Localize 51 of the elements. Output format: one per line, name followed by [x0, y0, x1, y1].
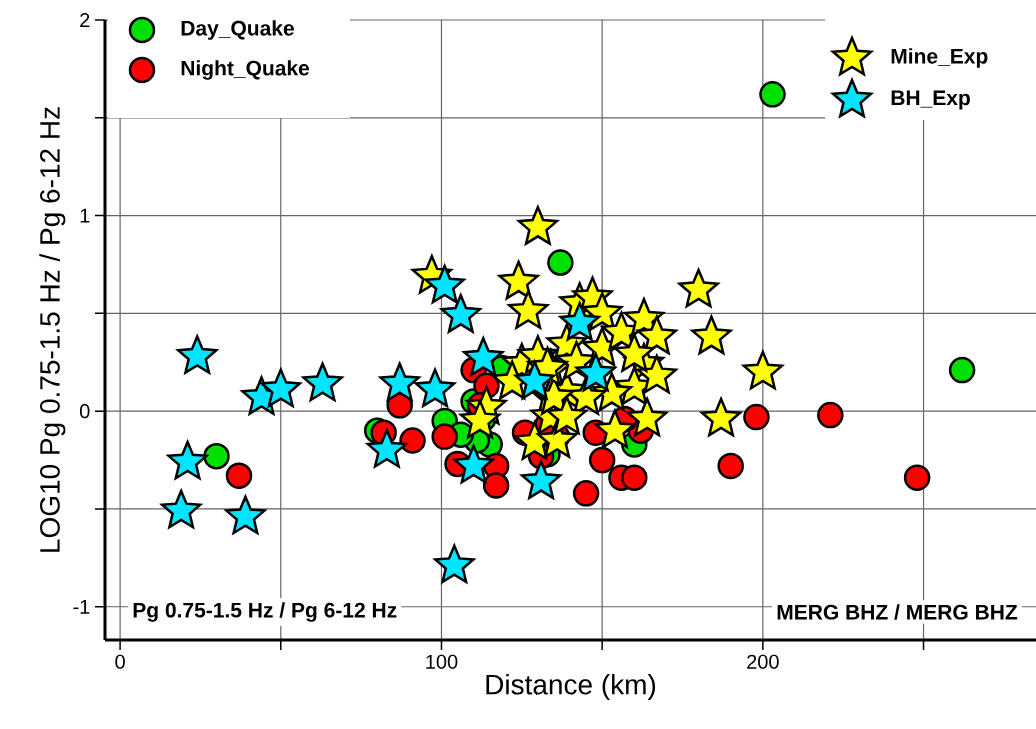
point: [559, 301, 600, 341]
point: [948, 356, 976, 384]
point: [462, 337, 504, 376]
y-tick-label: -1: [73, 599, 90, 614]
point: [399, 427, 426, 454]
point: [903, 464, 931, 491]
point: [225, 462, 253, 489]
legend-label: Night_Quake: [181, 60, 310, 80]
annotation: MERG BHZ / MERG BHZ: [777, 604, 1018, 620]
point: [507, 290, 549, 329]
point: [459, 399, 501, 439]
point: [621, 464, 648, 491]
point: [575, 352, 617, 392]
point: [440, 294, 482, 333]
point: [482, 472, 510, 499]
legend-label: BH_Exp: [891, 90, 970, 110]
point: [636, 315, 678, 355]
point: [588, 446, 616, 474]
legend-label: Mine_Exp: [891, 48, 988, 68]
point: [498, 260, 539, 300]
point: [424, 264, 465, 304]
point: [626, 397, 668, 437]
x-axis-title: Distance (km): [486, 673, 656, 701]
point: [636, 354, 678, 394]
point: [614, 333, 655, 372]
y-axis-title: LOG10 Pg 0.75-1.5 Hz / Pg 6-12 Hz: [39, 107, 66, 552]
y-tick-label: 1: [80, 208, 90, 223]
annotation: Pg 0.75-1.5 Hz / Pg 6-12 Hz: [133, 602, 397, 622]
point: [167, 440, 208, 480]
point: [594, 409, 636, 449]
point: [517, 206, 559, 245]
legend-label: Day_Quake: [181, 20, 294, 40]
point: [453, 444, 494, 484]
point: [520, 460, 562, 500]
point: [572, 480, 600, 507]
point: [414, 368, 456, 408]
y-tick-label: 0: [79, 404, 90, 419]
x-tick-label: 200: [747, 654, 779, 669]
x-tick-label: 0: [115, 654, 125, 669]
point: [434, 544, 475, 584]
point: [203, 442, 230, 470]
point: [176, 335, 218, 374]
y-tick-label: 2: [80, 13, 90, 27]
point: [817, 401, 844, 429]
point: [700, 397, 742, 437]
point: [717, 452, 744, 480]
point: [431, 423, 458, 450]
point: [743, 403, 770, 431]
x-tick-label: 100: [426, 654, 458, 669]
point: [260, 368, 302, 408]
point: [678, 268, 719, 308]
